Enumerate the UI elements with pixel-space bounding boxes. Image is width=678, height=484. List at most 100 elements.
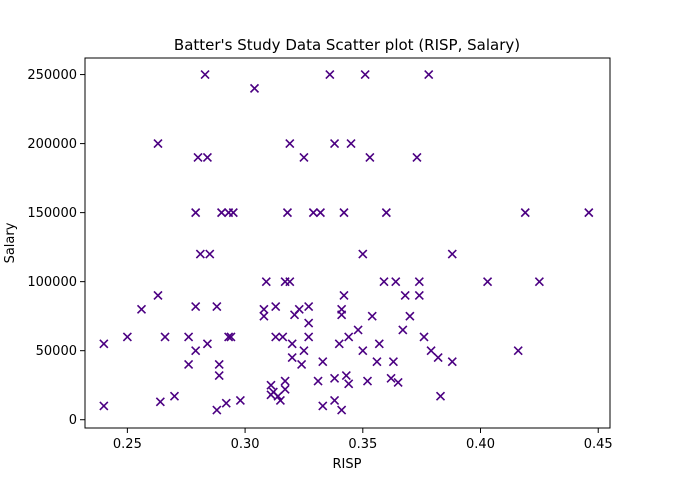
data-point (160, 332, 170, 342)
y-tick-label: 150000 (27, 206, 77, 221)
data-point (169, 391, 180, 401)
y-tick-label: 0 (69, 413, 77, 428)
data-point (280, 376, 290, 386)
data-point (412, 152, 422, 162)
y-axis-label: Salary (3, 222, 18, 263)
data-point (584, 208, 594, 218)
data-point (202, 152, 212, 162)
plot-frame (84, 57, 611, 429)
data-point (398, 325, 408, 335)
data-point (374, 339, 384, 349)
x-tick-label: 0.45 (584, 437, 613, 452)
data-point (329, 373, 340, 383)
data-point (271, 301, 281, 312)
data-point (419, 332, 429, 342)
data-point (216, 208, 227, 218)
data-point (99, 401, 109, 411)
data-point (273, 391, 283, 401)
data-point (337, 405, 347, 415)
data-point (122, 332, 132, 342)
data-point (435, 391, 446, 401)
data-point (304, 332, 314, 342)
data-point (367, 311, 377, 321)
data-point (386, 373, 396, 383)
data-point (282, 208, 293, 218)
data-point (278, 332, 288, 342)
data-point (153, 290, 163, 301)
data-point (344, 379, 354, 389)
data-point (447, 357, 457, 367)
data-point (212, 405, 222, 415)
data-point (224, 332, 234, 342)
data-point (433, 353, 443, 363)
data-point (358, 346, 368, 356)
data-point (337, 310, 347, 320)
data-point (214, 359, 224, 370)
data-point (212, 301, 222, 312)
data-point (304, 318, 314, 328)
data-point (346, 139, 356, 149)
data-point (400, 290, 410, 301)
data-point (294, 304, 304, 314)
data-point (365, 152, 375, 162)
data-point (329, 139, 340, 149)
data-point (297, 359, 307, 370)
data-point (308, 208, 318, 218)
data-point (520, 208, 530, 218)
data-point (318, 357, 328, 367)
data-point (318, 401, 328, 411)
x-axis-label: RISP (333, 457, 362, 472)
data-point (184, 359, 194, 370)
data-point (191, 208, 201, 218)
data-point (259, 311, 269, 321)
data-point (275, 395, 285, 405)
data-point (426, 346, 436, 356)
data-point (304, 301, 314, 312)
data-point (200, 70, 210, 80)
y-tick-label: 200000 (27, 137, 77, 152)
data-point (329, 395, 340, 405)
data-point (341, 370, 351, 381)
data-point (228, 208, 238, 218)
data-point (534, 277, 544, 287)
data-point (388, 357, 398, 367)
data-point (299, 346, 309, 356)
data-point (360, 70, 370, 80)
data-point (381, 208, 391, 218)
data-point (391, 277, 401, 287)
data-point (261, 277, 271, 287)
data-point (214, 370, 224, 381)
data-point (280, 384, 290, 394)
data-point (191, 346, 201, 356)
data-point (249, 83, 260, 93)
data-point (235, 395, 245, 405)
data-point (259, 304, 269, 314)
data-point (195, 249, 205, 259)
x-tick-label: 0.30 (231, 437, 260, 452)
data-point (287, 353, 297, 363)
data-point (339, 290, 349, 301)
data-point (226, 332, 236, 342)
data-point (202, 339, 212, 349)
x-tick-label: 0.25 (113, 437, 142, 452)
data-point (287, 339, 297, 349)
data-point (205, 249, 215, 259)
data-point (513, 346, 523, 356)
data-point (414, 290, 424, 301)
x-axis: 0.25 0.30 0.35 0.40 0.45 (113, 428, 613, 452)
data-point (447, 249, 457, 259)
data-point (184, 332, 194, 342)
y-tick-label: 100000 (27, 275, 77, 290)
y-tick-label: 50000 (36, 344, 77, 359)
data-point (372, 357, 382, 367)
data-point (285, 139, 295, 149)
data-point (379, 277, 389, 287)
data-point (344, 332, 354, 342)
data-point (325, 70, 335, 80)
data-point (271, 332, 281, 342)
data-point (299, 152, 309, 162)
y-axis: 0 50000 100000 150000 200000 250000 (27, 68, 85, 428)
points-layer (99, 70, 594, 415)
